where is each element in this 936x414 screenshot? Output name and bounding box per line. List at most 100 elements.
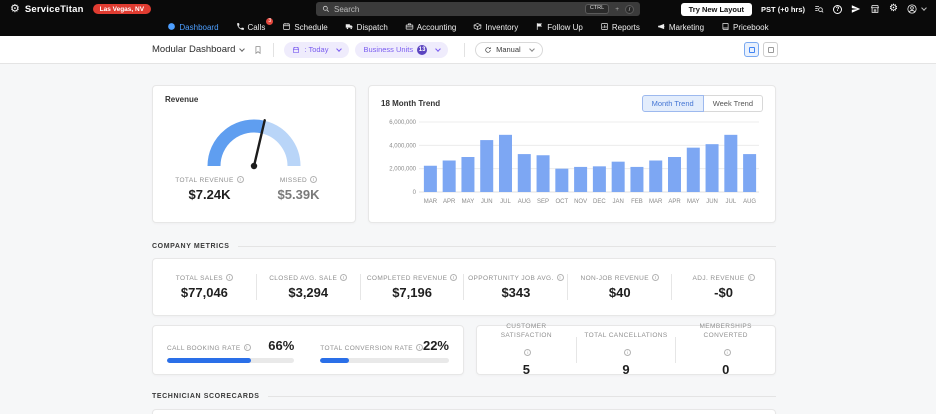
section-divider <box>238 246 776 247</box>
section-title: COMPANY METRICS <box>152 243 230 250</box>
nav-item-dashboard[interactable]: Dashboard <box>167 22 218 33</box>
dashboard-toolbar: Modular Dashboard : Today Business Units… <box>0 36 936 64</box>
svg-text:SEP: SEP <box>537 199 549 205</box>
info-icon[interactable] <box>748 274 755 281</box>
help-icon[interactable]: ? <box>833 5 842 14</box>
nav-item-accounting[interactable]: Accounting <box>405 22 457 33</box>
chevron-down-icon <box>435 46 441 52</box>
search-input[interactable] <box>334 5 581 14</box>
nav-item-dispatch[interactable]: Dispatch <box>345 22 388 33</box>
month-trend-button[interactable]: Month Trend <box>642 95 704 112</box>
dashboard-name: Modular Dashboard <box>152 44 235 55</box>
dashboard-icon <box>167 22 176 33</box>
nav-item-pricebook[interactable]: Pricebook <box>721 22 769 33</box>
info-icon[interactable] <box>557 274 564 281</box>
send-icon[interactable] <box>851 4 861 14</box>
business-units-count-badge: 13 <box>417 45 427 55</box>
marketplace-icon[interactable] <box>870 4 880 14</box>
timezone-label: PST (+0 hrs) <box>761 5 805 14</box>
memberships-converted: MEMBERSHIPS CONVERTED 0 <box>676 323 775 377</box>
chevron-down-icon <box>337 46 343 52</box>
metric-value: $77,046 <box>153 285 256 300</box>
settings-icon[interactable]: ⚙ <box>889 4 898 14</box>
svg-text:MAY: MAY <box>687 199 700 205</box>
dashboard-selector[interactable]: Modular Dashboard <box>152 44 244 55</box>
company-metrics-card: TOTAL SALES $77,046 CLOSED AVG. SALE $3,… <box>152 258 776 316</box>
total-revenue-value: $7.24K <box>165 187 254 202</box>
global-search[interactable]: CTRL + / <box>316 2 640 16</box>
try-new-layout-button[interactable]: Try New Layout <box>681 3 752 16</box>
top-bar: ⚙ ServiceTitan Las Vegas, NV CTRL + / Tr… <box>0 0 936 18</box>
nav-item-marketing[interactable]: Marketing <box>657 22 704 33</box>
missed-value: $5.39K <box>254 187 343 202</box>
info-icon[interactable] <box>416 344 423 351</box>
trend-bar-chart: 02,000,0004,000,0006,000,000MARAPRMAYJUN… <box>381 116 763 218</box>
total-conversion-rate: TOTAL CONVERSION RATE 22% <box>320 338 449 363</box>
info-icon[interactable] <box>624 349 631 356</box>
week-trend-button[interactable]: Week Trend <box>704 95 763 112</box>
svg-text:2,000,000: 2,000,000 <box>389 167 416 173</box>
business-units-label: Business Units <box>363 45 413 54</box>
expanded-layout-icon[interactable] <box>763 42 778 57</box>
nav-item-reports[interactable]: Reports <box>600 22 640 33</box>
metric-value: $40 <box>568 285 671 300</box>
flag-icon <box>535 22 544 33</box>
trend-toggle: Month Trend Week Trend <box>642 95 763 112</box>
calendar-icon <box>292 46 300 54</box>
bookmark-icon[interactable] <box>253 45 263 55</box>
refresh-icon <box>484 46 492 54</box>
nav-item-follow-up[interactable]: Follow Up <box>535 22 583 33</box>
shortcut-slash-key: / <box>625 5 634 14</box>
layout-toggles <box>744 42 778 57</box>
section-divider <box>268 396 777 397</box>
count-value: 0 <box>682 362 769 377</box>
info-icon[interactable] <box>652 274 659 281</box>
info-icon[interactable] <box>524 349 531 356</box>
megaphone-icon <box>657 22 666 33</box>
divider <box>464 43 465 57</box>
nav-item-calls[interactable]: Calls 3 <box>236 22 266 33</box>
svg-text:MAY: MAY <box>462 199 475 205</box>
svg-text:6,000,000: 6,000,000 <box>389 120 416 126</box>
truck-icon <box>345 22 354 33</box>
nav-item-schedule[interactable]: Schedule <box>282 22 327 33</box>
nav-label: Follow Up <box>547 23 583 32</box>
account-icon[interactable] <box>907 4 926 14</box>
nav-label: Calls <box>248 23 266 32</box>
nav-label: Dashboard <box>179 23 218 32</box>
svg-text:OCT: OCT <box>555 199 568 205</box>
info-icon[interactable] <box>244 344 251 351</box>
technician-scorecards-card <box>152 409 776 414</box>
svg-text:DEC: DEC <box>593 199 606 205</box>
main-nav: Dashboard Calls 3 Schedule Dispatch Acco… <box>0 18 936 36</box>
audit-search-icon[interactable] <box>814 4 824 14</box>
dashboard-content: Revenue TOTAL REVENUE $7.24K MISSED $5.3… <box>0 64 936 414</box>
shortcut-plus: + <box>615 6 619 13</box>
metric-completed-revenue: COMPLETED REVENUE $7,196 <box>361 274 464 300</box>
metric-non-job-revenue: NON-JOB REVENUE $40 <box>568 274 671 300</box>
compact-layout-icon[interactable] <box>744 42 759 57</box>
business-units-pill[interactable]: Business Units 13 <box>355 42 448 58</box>
info-icon[interactable] <box>340 274 347 281</box>
date-filter-label: : Today <box>304 45 328 54</box>
info-icon[interactable] <box>310 176 317 183</box>
calls-count-badge: 3 <box>266 18 273 25</box>
servicetitan-logo[interactable]: ⚙ ServiceTitan Las Vegas, NV <box>10 4 151 15</box>
company-metrics-section-header: COMPANY METRICS <box>152 243 776 250</box>
trend-card-title: 18 Month Trend <box>381 99 440 108</box>
metric-total-sales: TOTAL SALES $77,046 <box>153 274 256 300</box>
date-filter-pill[interactable]: : Today <box>284 42 349 58</box>
info-icon[interactable] <box>450 274 457 281</box>
rates-card: CALL BOOKING RATE 66% TOTAL CONVERSION R… <box>152 325 464 375</box>
info-icon[interactable] <box>237 176 244 183</box>
info-icon[interactable] <box>226 274 233 281</box>
nav-item-inventory[interactable]: Inventory <box>473 22 518 33</box>
svg-text:0: 0 <box>413 190 417 196</box>
progress-fill <box>320 358 348 363</box>
info-icon[interactable] <box>724 349 731 356</box>
total-revenue-label: TOTAL REVENUE <box>165 176 254 184</box>
svg-text:AUG: AUG <box>518 199 531 205</box>
refresh-mode-button[interactable]: Manual <box>475 42 543 58</box>
nav-label: Pricebook <box>733 23 769 32</box>
svg-text:JAN: JAN <box>612 199 623 205</box>
